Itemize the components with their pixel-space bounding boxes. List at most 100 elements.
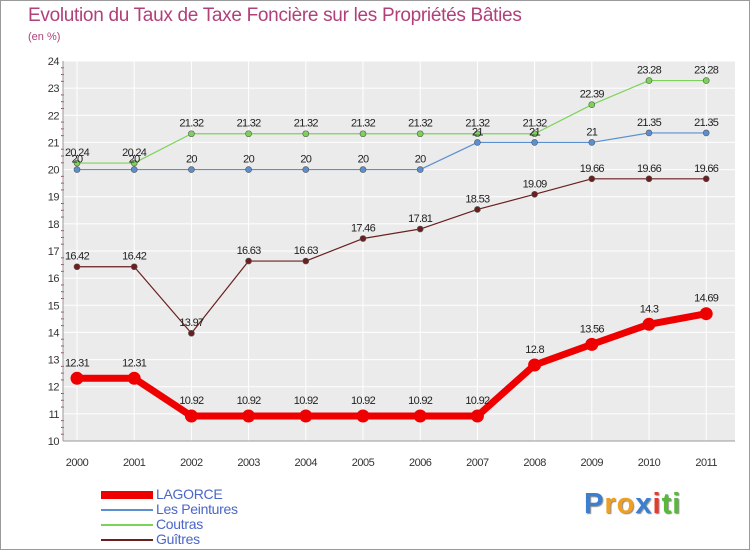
logo-letter: i [652, 488, 662, 520]
y-tick-label: 20 [48, 165, 60, 177]
data-point [528, 358, 542, 372]
data-point [242, 409, 256, 423]
data-point [356, 409, 370, 423]
data-point [130, 166, 138, 173]
data-point [188, 130, 195, 138]
data-label: 18.53 [465, 193, 490, 205]
data-point [245, 257, 252, 265]
data-label: 10.92 [237, 395, 262, 407]
data-label: 10.92 [351, 395, 376, 407]
data-point [73, 166, 81, 173]
y-tick-label: 10 [48, 436, 60, 448]
data-point [645, 129, 653, 137]
data-point [588, 139, 596, 146]
y-tick-label: 23 [48, 83, 60, 95]
x-tick-label: 2001 [123, 457, 146, 469]
data-point [299, 409, 313, 423]
data-label: 21 [529, 126, 540, 138]
data-label: 13.56 [580, 323, 605, 335]
data-label: 21.35 [694, 117, 719, 129]
y-tick-label: 14 [48, 327, 60, 339]
data-point [359, 235, 367, 242]
legend-item-coutras: Coutras [101, 516, 301, 532]
legend-item-les-peintures: Les Peintures [101, 501, 301, 517]
data-label: 12.31 [65, 357, 90, 369]
data-label: 12.31 [122, 357, 147, 369]
data-label: 20.24 [65, 147, 90, 159]
y-tick-label: 17 [48, 246, 60, 258]
data-point [302, 130, 310, 138]
data-point [585, 337, 599, 351]
logo-letter: t [661, 488, 673, 520]
data-point [416, 225, 424, 233]
chart-title: Evolution du Taux de Taxe Foncière sur l… [28, 5, 522, 26]
x-tick-label: 2002 [180, 457, 203, 469]
data-label: 20 [358, 154, 369, 166]
data-point [474, 139, 481, 146]
y-tick-label: 19 [48, 192, 60, 204]
data-point [531, 190, 538, 198]
line-chart: 10 11 12 13 14 15 16 17 18 19 20 21 22 23 24 2000 2001 20… [48, 56, 735, 469]
data-point [127, 371, 141, 385]
y-tick-label: 12 [48, 382, 60, 394]
data-label: 17.81 [408, 213, 433, 225]
x-tick-label: 2005 [352, 457, 375, 469]
data-point [245, 166, 252, 173]
unit-label: (en %) [28, 31, 61, 43]
data-label: 12.8 [525, 344, 544, 356]
data-label: 16.42 [122, 251, 147, 263]
logo-letter: r [604, 488, 617, 520]
data-labels: 12.31 12.31 10.92 10.92 10.92 10.92 10.92 10.92… [65, 65, 720, 407]
data-point [699, 307, 713, 321]
legend-item-guitres: Guîtres [101, 531, 301, 547]
data-label: 14.3 [640, 303, 659, 315]
data-label: 16.42 [65, 251, 90, 263]
data-point [413, 409, 427, 423]
data-label: 14.69 [694, 293, 719, 305]
legend-swatch-guitres [101, 538, 153, 541]
data-point [73, 263, 81, 271]
data-point [416, 130, 424, 138]
data-label: 21.32 [408, 118, 433, 130]
y-tick-label: 21 [48, 137, 60, 149]
data-point [416, 166, 424, 173]
legend-label-lagorce: LAGORCE [156, 486, 223, 502]
data-point [642, 317, 656, 331]
data-point [188, 166, 195, 173]
data-label: 20 [415, 154, 426, 166]
data-label: 20 [186, 154, 197, 166]
data-label: 20 [129, 154, 140, 166]
data-label: 17.46 [351, 223, 376, 235]
data-label: 21 [586, 126, 597, 138]
x-tick-label: 2009 [581, 457, 604, 469]
data-point [188, 329, 195, 337]
y-tick-label: 24 [48, 56, 60, 68]
data-point [645, 175, 653, 183]
data-point [359, 130, 367, 138]
legend-label-guitres: Guîtres [156, 531, 200, 547]
x-tick-label: 2010 [638, 457, 661, 469]
y-tick-label: 11 [49, 409, 60, 421]
y-tick-label: 18 [48, 219, 60, 231]
y-tick-label: 15 [48, 300, 60, 312]
series-line-coutras [77, 79, 707, 164]
legend-label-coutras: Coutras [156, 516, 203, 532]
data-point [302, 257, 310, 265]
data-label: 10.92 [179, 395, 204, 407]
data-point [702, 129, 710, 137]
x-tick-label: 2000 [66, 457, 89, 469]
series-line-les-peintures [77, 132, 707, 171]
data-label: 20 [243, 154, 254, 166]
data-label: 20.24 [122, 147, 147, 159]
logo-letter: x [635, 488, 653, 520]
y-tick-label: 16 [48, 273, 60, 285]
data-label: 21.32 [465, 118, 490, 130]
x-tick-label: 2011 [695, 457, 717, 469]
data-label: 22.39 [580, 89, 605, 101]
data-point [470, 409, 484, 423]
data-point [531, 130, 538, 138]
data-label: 23.28 [637, 65, 662, 77]
x-tick-label: 2003 [237, 457, 260, 469]
data-point [359, 166, 367, 173]
data-label: 21.35 [637, 117, 662, 129]
